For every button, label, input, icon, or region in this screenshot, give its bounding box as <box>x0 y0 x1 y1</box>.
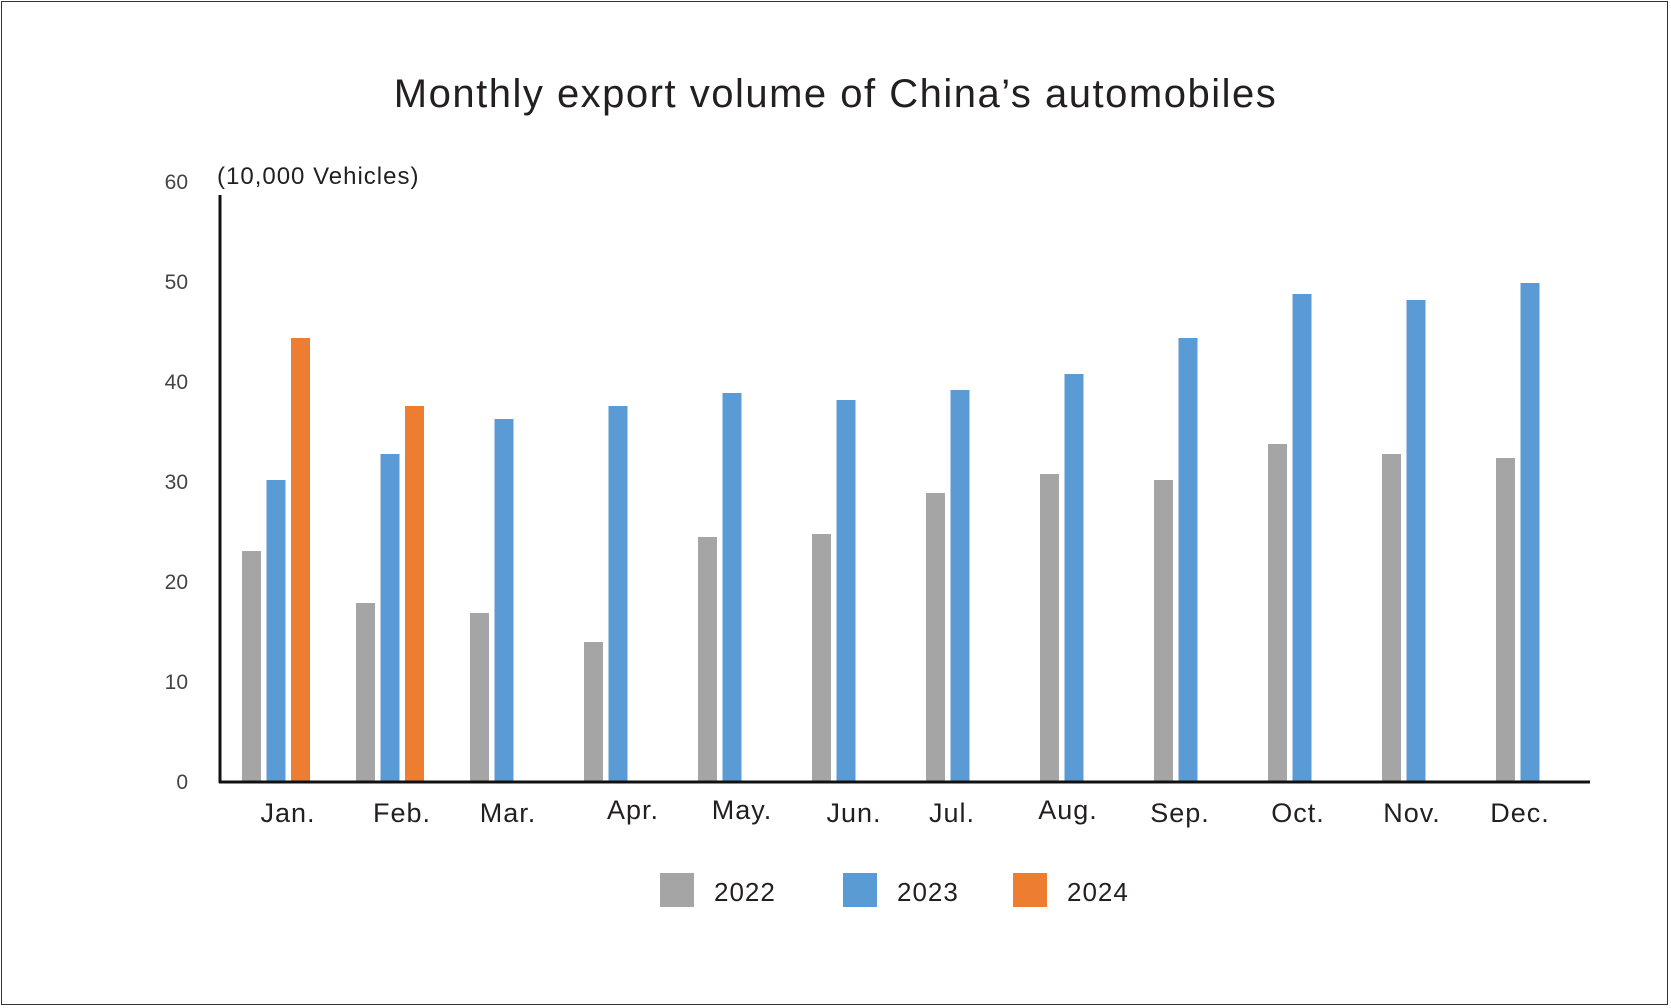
legend: 2022 2023 2024 <box>660 873 1129 907</box>
bar-2022-jun <box>812 534 831 781</box>
x-axis-labels: Jan. Feb. Mar. Apr. May. Jun. Jul. Aug. Sep. Oct.… <box>260 795 1550 828</box>
x-tick-label: Jan. <box>260 798 315 828</box>
x-tick-label: Apr. <box>607 795 659 825</box>
bar-2023-aug <box>1064 374 1084 781</box>
bar-2023-mar <box>494 419 514 781</box>
x-tick-label: Mar. <box>480 798 537 828</box>
bar-2023-jan <box>266 480 286 781</box>
bar-2022-dec <box>1496 458 1515 781</box>
legend-swatch-2023 <box>843 873 877 907</box>
x-tick-label: Nov. <box>1383 798 1441 828</box>
x-tick-label: Jun. <box>826 798 881 828</box>
y-tick-label: 50 <box>165 271 188 294</box>
bar-2023-may <box>722 393 742 781</box>
legend-swatch-2024 <box>1013 873 1047 907</box>
y-tick-label: 10 <box>165 671 188 694</box>
y-tick-label: 30 <box>165 471 188 494</box>
bar-2023-sep <box>1178 338 1198 781</box>
bar-2023-dec <box>1520 283 1540 781</box>
bar-2024-jan <box>291 338 310 781</box>
legend-label-2023: 2023 <box>897 877 959 907</box>
bar-2022-feb <box>356 603 375 781</box>
bar-2022-may <box>698 537 717 781</box>
y-tick-label: 20 <box>165 571 188 594</box>
x-tick-label: Dec. <box>1490 798 1550 828</box>
bars <box>242 283 1540 781</box>
bar-2022-jul <box>926 493 945 781</box>
bar-2023-apr <box>608 406 628 781</box>
x-tick-label: Aug. <box>1038 795 1098 825</box>
y-axis-ticks: 0 10 20 30 40 50 60 <box>165 171 188 794</box>
bar-2023-jul <box>950 390 970 781</box>
y-axis-unit-label: (10,000 Vehicles) <box>217 163 419 190</box>
x-tick-label: May. <box>712 795 773 825</box>
y-tick-label: 60 <box>165 171 188 194</box>
bar-2023-oct <box>1292 294 1312 781</box>
bar-2023-jun <box>836 400 856 781</box>
bar-2023-feb <box>380 454 400 781</box>
bar-2022-jan <box>242 551 261 781</box>
bar-2024-feb <box>405 406 424 781</box>
bar-2022-aug <box>1040 474 1059 781</box>
legend-label-2024: 2024 <box>1067 877 1129 907</box>
x-tick-label: Jul. <box>929 798 975 828</box>
y-tick-label: 0 <box>176 771 188 794</box>
bar-2022-oct <box>1268 444 1287 781</box>
legend-swatch-2022 <box>660 873 694 907</box>
bar-2022-nov <box>1382 454 1401 781</box>
bar-2022-apr <box>584 642 603 781</box>
y-tick-label: 40 <box>165 371 188 394</box>
x-tick-label: Oct. <box>1271 798 1325 828</box>
x-tick-label: Sep. <box>1150 798 1210 828</box>
x-tick-label: Feb. <box>373 798 431 828</box>
bar-2023-nov <box>1406 300 1426 781</box>
bar-2022-mar <box>470 613 489 781</box>
legend-label-2022: 2022 <box>714 877 776 907</box>
chart-title: Monthly export volume of China’s automob… <box>393 72 1278 116</box>
bar-2022-sep <box>1154 480 1173 781</box>
